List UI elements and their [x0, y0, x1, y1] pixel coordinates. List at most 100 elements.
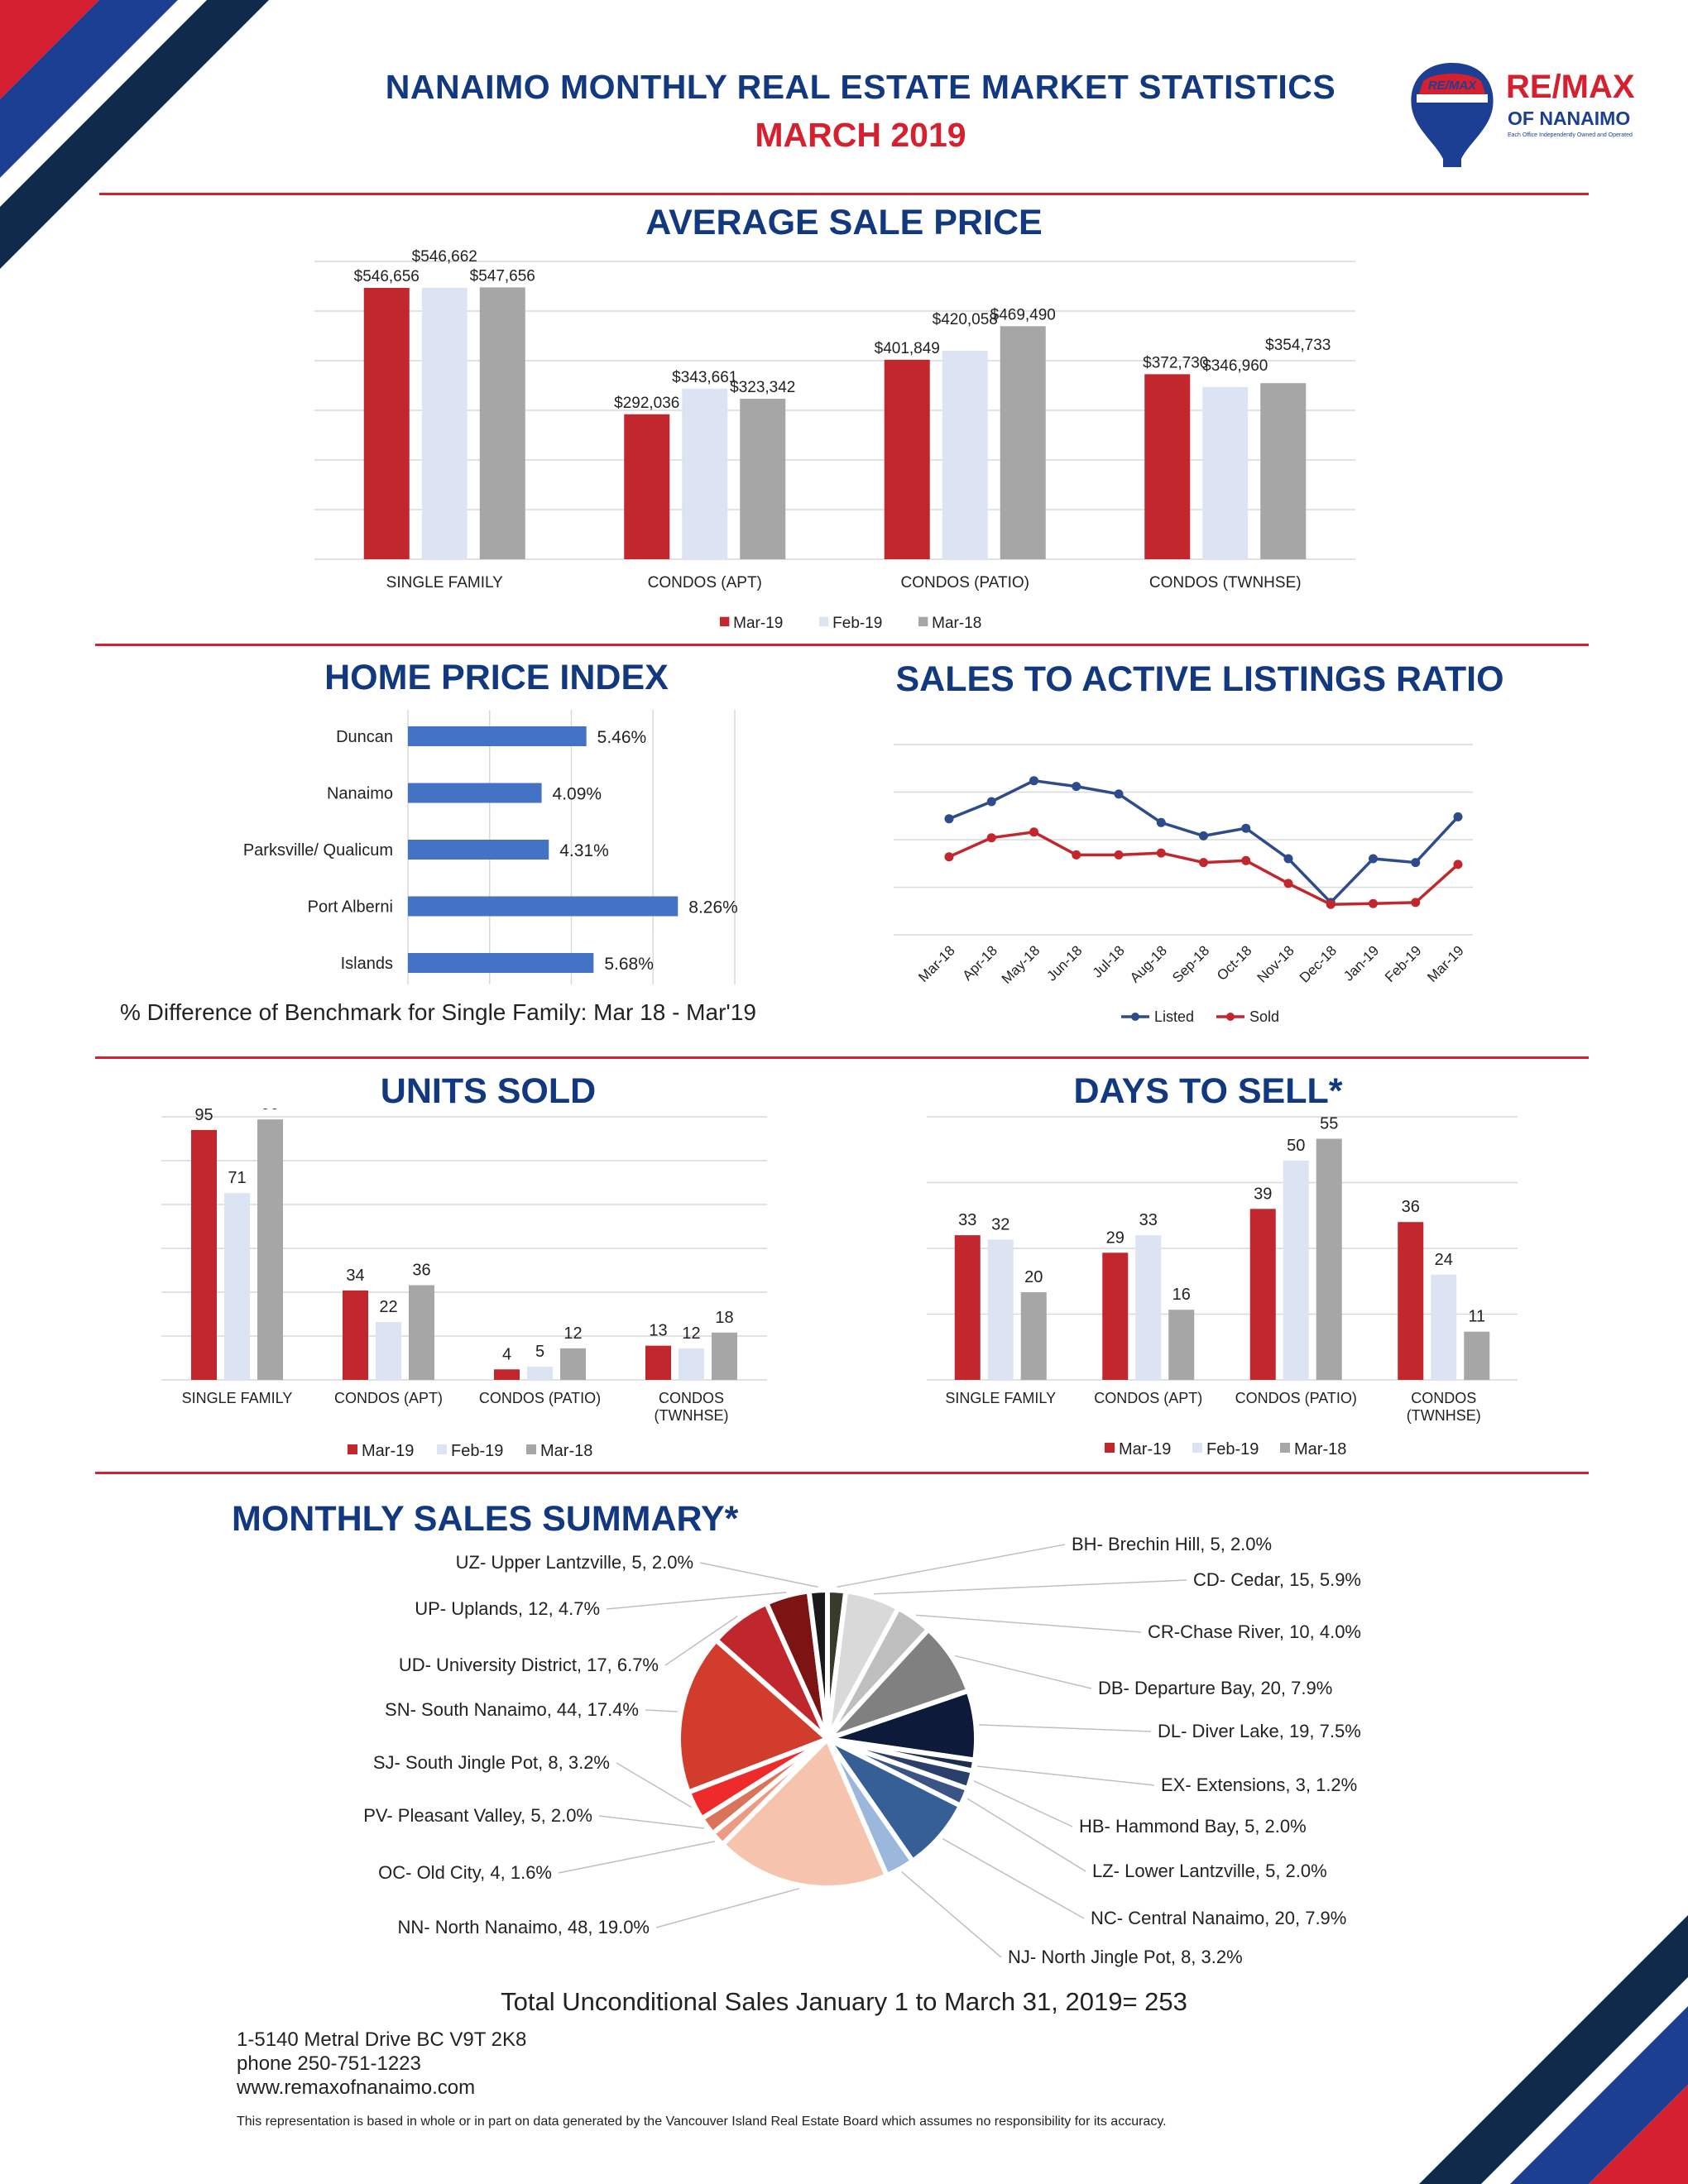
- pie-label: HB- Hammond Bay, 5, 2.0%: [1079, 1816, 1307, 1837]
- leader-line: [558, 1841, 716, 1874]
- leader-line: [606, 1592, 787, 1610]
- x-tick-label: May-18: [999, 942, 1043, 987]
- bar-feb-19-3: [1283, 1161, 1309, 1380]
- data-label: $546,662: [412, 248, 477, 266]
- bar-feb-19-2: [1135, 1235, 1162, 1380]
- point-sold: [1029, 827, 1038, 837]
- pie-label: UP- Uplands, 12, 4.7%: [415, 1598, 600, 1619]
- logo-tagline: Each Office Independently Owned and Oper…: [1508, 132, 1633, 138]
- data-label: $401,849: [875, 340, 940, 357]
- point-sold: [1241, 855, 1251, 865]
- pie-label: NJ- North Jingle Pot, 8, 3.2%: [1008, 1947, 1243, 1967]
- point-listed: [1369, 854, 1378, 864]
- legend-marker: [1131, 1013, 1139, 1021]
- point-sold: [1283, 879, 1293, 888]
- days-title: DAYS TO SELL*: [1073, 1071, 1343, 1111]
- data-label: 22: [379, 1298, 397, 1316]
- legend-label: Mar-18: [932, 615, 981, 632]
- pie-label: EX- Extensions, 3, 1.2%: [1161, 1774, 1357, 1795]
- bar-mar-18-2: [1168, 1310, 1195, 1380]
- x-tick-label: Mar-18: [915, 942, 958, 985]
- avg-price-title: AVERAGE SALE PRICE: [645, 203, 1043, 242]
- hpi-category-label: Parksville/ Qualicum: [243, 841, 393, 860]
- x-tick-label: Sep-18: [1169, 942, 1212, 985]
- hpi-category-label: Port Alberni: [308, 898, 393, 917]
- leader-line: [942, 1837, 1085, 1919]
- data-label: 55: [1320, 1115, 1338, 1133]
- point-listed: [1411, 858, 1421, 868]
- line-sold: [948, 830, 1460, 906]
- legend-swatch: [918, 616, 928, 627]
- phone: phone 250-751-1223: [237, 2052, 421, 2075]
- leader-line: [837, 1544, 1066, 1588]
- data-label: 18: [715, 1309, 733, 1327]
- data-label: 16: [1172, 1286, 1191, 1304]
- legend-swatch: [1192, 1443, 1202, 1453]
- ratio-title: SALES TO ACTIVE LISTINGS RATIO: [895, 659, 1504, 699]
- hpi-bar-5: [408, 953, 594, 973]
- divider: [95, 644, 1589, 646]
- data-label: $346,960: [1202, 357, 1268, 375]
- legend-label: Mar-19: [1119, 1440, 1171, 1458]
- data-label: 4: [502, 1345, 511, 1363]
- divider: [95, 1056, 1589, 1059]
- divider: [95, 1472, 1589, 1474]
- hpi-value-label: 8.26%: [688, 898, 738, 917]
- hpi-title: HOME PRICE INDEX: [324, 658, 669, 697]
- point-listed: [1199, 831, 1208, 841]
- point-sold: [1369, 898, 1378, 908]
- point-listed: [1453, 812, 1463, 821]
- category-label: SINGLE FAMILY: [945, 1390, 1056, 1406]
- pie-label: DB- Departure Bay, 20, 7.9%: [1098, 1678, 1332, 1698]
- pie-slice-18: [806, 1587, 830, 1740]
- leader-line: [699, 1562, 818, 1588]
- bar-mar-19-4: [1144, 374, 1191, 559]
- hpi-bar-1: [408, 726, 587, 746]
- bar-feb-19-1: [224, 1193, 250, 1380]
- data-label: 39: [1254, 1185, 1272, 1203]
- bar-mar-19-1: [954, 1235, 981, 1380]
- bar-feb-19-4: [1431, 1274, 1457, 1380]
- category-label: CONDOS: [659, 1390, 724, 1406]
- page-subtitle: MARCH 2019: [755, 116, 966, 154]
- pie-slice-11: [718, 1734, 890, 1890]
- category-label: CONDOS (APT): [648, 574, 762, 592]
- data-label: $343,661: [672, 369, 737, 386]
- legend-swatch: [1280, 1443, 1290, 1453]
- x-tick-label: Dec-18: [1297, 942, 1340, 985]
- disclaimer: This representation is based in whole or…: [237, 2115, 1167, 2129]
- x-tick-label: Aug-18: [1127, 942, 1170, 985]
- divider: [99, 193, 1589, 195]
- legend-label: Listed: [1154, 1008, 1194, 1025]
- pie-label: BH- Brechin Hill, 5, 2.0%: [1072, 1534, 1272, 1554]
- data-label: 36: [412, 1262, 430, 1280]
- category-label: CONDOS (TWNHSE): [1149, 574, 1302, 592]
- data-label: 99: [261, 1109, 279, 1114]
- data-label: $323,342: [730, 379, 795, 396]
- balloon-text: RE/MAX: [1428, 79, 1477, 93]
- bar-mar-19-1: [363, 288, 410, 559]
- legend-swatch: [437, 1444, 447, 1454]
- hpi-bar-4: [408, 896, 679, 917]
- data-label: 95: [194, 1109, 213, 1124]
- category-label: CONDOS (PATIO): [1235, 1390, 1357, 1406]
- summary-title: MONTHLY SALES SUMMARY*: [232, 1499, 739, 1539]
- hpi-caption: % Difference of Benchmark for Single Fam…: [120, 999, 756, 1025]
- logo-brand: RE/MAX: [1506, 69, 1635, 105]
- point-sold: [1114, 850, 1124, 860]
- bar-mar-18-3: [1316, 1138, 1342, 1380]
- x-tick-label: Oct-18: [1214, 942, 1255, 984]
- data-label: $547,656: [470, 267, 535, 285]
- leader-line: [655, 1888, 800, 1928]
- hpi-chart: Duncan 5.46% Nanaimo 4.09% Parksville/ Quali…: [243, 710, 738, 984]
- data-label: $469,490: [990, 306, 1056, 323]
- hpi-category-label: Nanaimo: [327, 785, 393, 803]
- legend-swatch: [720, 616, 730, 627]
- category-label: CONDOS (PATIO): [900, 574, 1029, 592]
- legend-label: Sold: [1249, 1008, 1279, 1025]
- data-label: $546,656: [354, 268, 420, 285]
- website-link[interactable]: www.remaxofnanaimo.com: [237, 2076, 476, 2099]
- pie-label: SN- South Nanaimo, 44, 17.4%: [385, 1699, 639, 1720]
- data-label: 33: [958, 1211, 976, 1229]
- pie-label: NN- North Nanaimo, 48, 19.0%: [398, 1917, 650, 1937]
